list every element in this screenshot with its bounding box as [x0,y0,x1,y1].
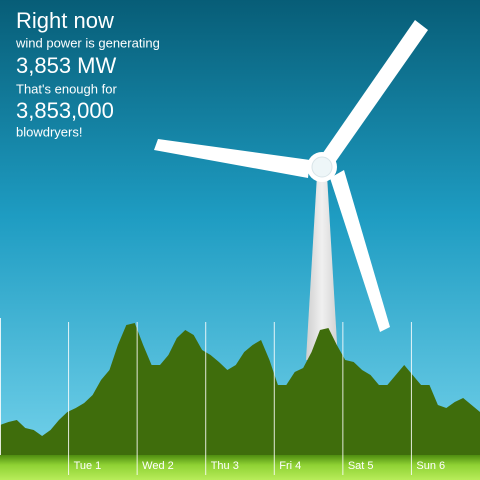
plot [0,318,480,475]
tower [306,175,338,360]
caption: wind power is generating [15,35,160,50]
area [0,323,480,455]
equivalent: 3,853,000 [16,98,114,123]
turbine [154,20,428,360]
ground [0,455,480,480]
caption: blowdryers! [16,124,82,139]
day-label: Tue 1 [74,460,102,472]
hub-center [311,156,333,178]
day-label: Sun 6 [416,460,445,472]
title: Right now [16,8,114,33]
blade [318,20,428,164]
day-label: Thu 3 [211,460,239,472]
day-label: Fri 4 [279,460,301,472]
output: 3,853 MW [16,53,116,78]
blade [330,170,390,332]
day-labels: Tue 1 Wed 2 Thu 3 Fri 4 Sat 5 Sun 6 [68,322,445,475]
day-label: Wed 2 [142,460,174,472]
caption: That's enough for [16,81,117,96]
day-label: Sat 5 [348,460,374,472]
blade [154,139,310,178]
